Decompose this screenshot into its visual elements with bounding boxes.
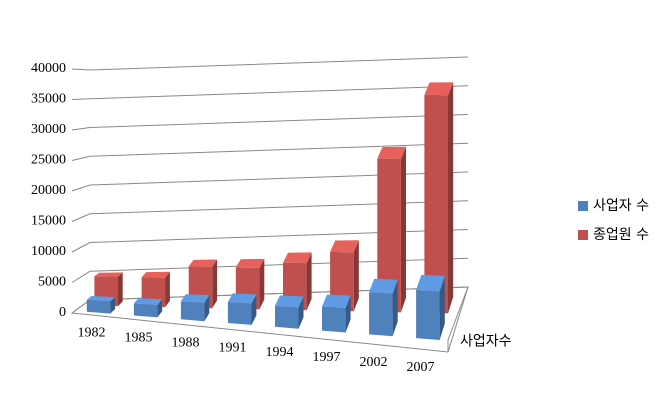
bar-top — [227, 293, 257, 304]
x-tick-label: 1991 — [219, 340, 247, 355]
bar-front — [377, 158, 401, 313]
bar-side — [204, 295, 210, 322]
y-tick-label: 0 — [59, 305, 66, 320]
bar-front — [275, 305, 299, 329]
y-tick-label: 25000 — [31, 153, 66, 168]
bar — [377, 146, 406, 313]
y-tick-label: 20000 — [31, 183, 66, 198]
bar-side — [306, 252, 312, 311]
bar-top — [424, 82, 454, 96]
legend-label: 사업자 수 — [593, 198, 649, 214]
bar-top — [330, 240, 359, 253]
bar — [180, 294, 210, 322]
bar-side — [448, 82, 454, 314]
bar — [227, 293, 257, 325]
bar-top — [369, 278, 398, 294]
bar-side — [110, 297, 116, 314]
bar-front — [227, 301, 252, 325]
x-tick-label: 1997 — [313, 350, 341, 365]
bar-side — [439, 275, 445, 340]
bar-side — [392, 279, 398, 337]
grid-line — [71, 286, 469, 314]
bar-top — [322, 294, 351, 309]
bar — [322, 294, 351, 333]
y-tick-label: 5000 — [38, 275, 66, 290]
bar-top — [275, 295, 304, 308]
grid-line — [71, 171, 469, 192]
bar-side — [165, 271, 170, 308]
bar-side — [400, 146, 406, 313]
bar-top — [188, 259, 218, 267]
y-tick-label: 15000 — [31, 214, 66, 229]
bar — [369, 278, 398, 337]
x-tick-label: 2002 — [360, 355, 388, 370]
bar-side — [353, 240, 359, 312]
bar-side — [345, 295, 351, 333]
bar-side — [118, 272, 123, 307]
right-wall-edge — [447, 286, 469, 352]
grid-line — [71, 257, 469, 283]
bar-top — [180, 294, 210, 303]
grid-line — [71, 114, 469, 131]
y-tick-label: 30000 — [31, 122, 66, 137]
grid-line — [71, 85, 469, 100]
depth-axis-label: 사업자수 — [460, 334, 512, 350]
legend-swatch — [578, 201, 588, 211]
bar-top — [283, 252, 312, 264]
bar-top — [141, 271, 170, 278]
bar-side — [157, 299, 163, 318]
x-tick-label: 1988 — [172, 335, 200, 350]
grid-line — [71, 200, 469, 222]
y-tick-label: 10000 — [31, 244, 66, 259]
y-tick-label: 35000 — [31, 92, 66, 107]
grid-line — [71, 142, 469, 161]
bar-front — [369, 292, 393, 337]
bar-front — [416, 289, 440, 340]
bar — [424, 82, 454, 314]
bar-side — [212, 259, 218, 309]
legend-swatch — [578, 230, 588, 240]
bar-top — [133, 298, 163, 306]
bar-top — [416, 274, 445, 292]
bar-front — [86, 299, 111, 314]
x-tick-label: 1982 — [78, 326, 106, 341]
bar-front — [322, 306, 346, 333]
bar-side — [259, 258, 265, 310]
bar — [275, 295, 304, 329]
bar-front — [133, 303, 158, 318]
y-tick-label: 40000 — [31, 61, 66, 76]
bar-front — [424, 94, 448, 314]
bar — [86, 296, 116, 314]
bar-top — [94, 272, 123, 277]
legend-label: 종업원 수 — [593, 227, 649, 243]
bar — [133, 298, 163, 318]
grid-line — [71, 56, 469, 71]
bar — [416, 274, 445, 340]
x-tick-label: 1985 — [125, 331, 153, 346]
bar-side — [298, 296, 304, 329]
bar-top — [235, 258, 265, 268]
x-tick-label: 1994 — [266, 345, 294, 360]
x-tick-label: 2007 — [407, 360, 435, 375]
bar-side — [251, 294, 257, 325]
bar-top — [377, 146, 406, 160]
bar-top — [86, 296, 116, 302]
bar-front — [180, 301, 205, 322]
grid-line — [71, 229, 469, 253]
